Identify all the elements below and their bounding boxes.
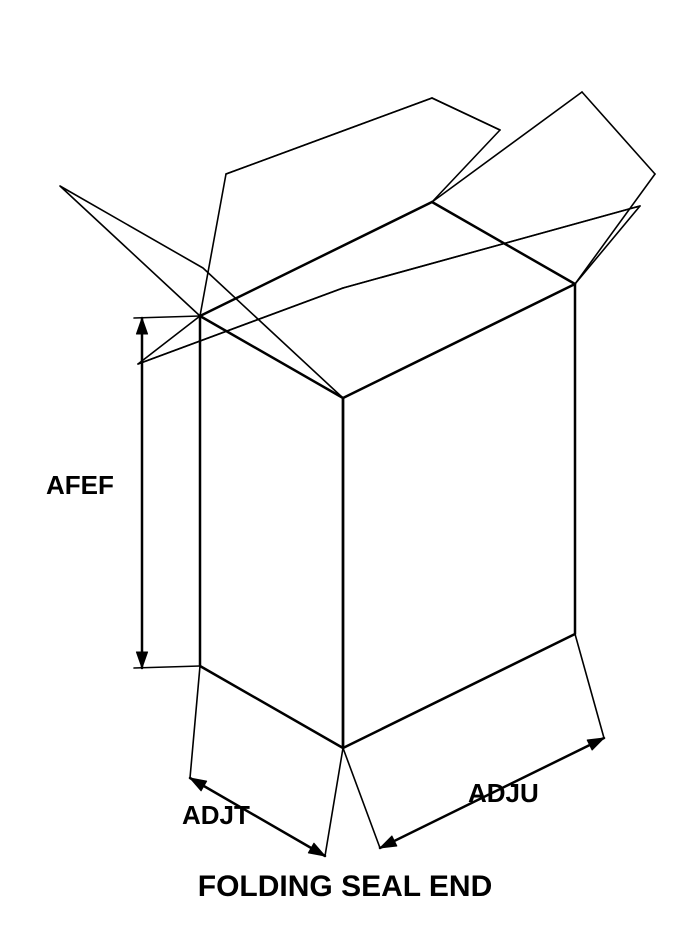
- box-diagram-svg: [0, 0, 690, 930]
- dimension-width-label: ADJU: [468, 778, 539, 809]
- diagram-stage: AFEF ADJT ADJU FOLDING SEAL END: [0, 0, 690, 930]
- dimension-depth-label: ADJT: [182, 800, 250, 831]
- diagram-title: FOLDING SEAL END: [0, 870, 690, 904]
- dimension-height-label: AFEF: [46, 470, 114, 501]
